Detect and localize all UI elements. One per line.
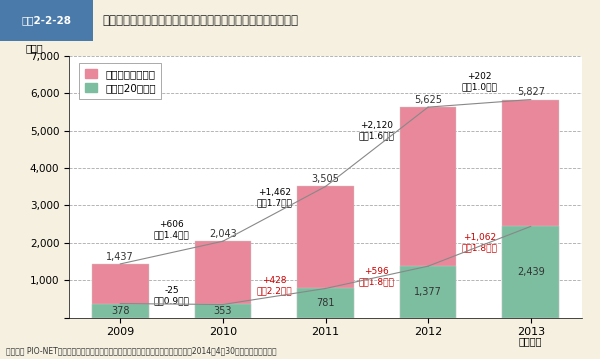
Text: +1,462
（約1.7倍）: +1,462 （約1.7倍） bbox=[256, 188, 292, 208]
Text: 3,505: 3,505 bbox=[311, 174, 340, 184]
Text: +606
（約1.4倍）: +606 （約1.4倍） bbox=[154, 220, 190, 239]
Text: （年度）: （年度） bbox=[519, 336, 542, 346]
Text: 781: 781 bbox=[316, 298, 335, 308]
Text: +202
（約1.0倍）: +202 （約1.0倍） bbox=[461, 72, 497, 92]
Text: 1,377: 1,377 bbox=[414, 287, 442, 297]
Bar bbox=[400, 266, 457, 318]
Text: 2,439: 2,439 bbox=[517, 267, 545, 277]
Text: +596
（約1.8倍）: +596 （約1.8倍） bbox=[359, 267, 395, 286]
Text: 2,043: 2,043 bbox=[209, 229, 237, 239]
Bar bbox=[297, 186, 354, 318]
Bar bbox=[194, 241, 251, 318]
Text: 5,625: 5,625 bbox=[414, 95, 442, 105]
Text: （備考） PIO-NETに登録された「オンラインゲーム」に関する消費生活相談情報（2014年4月30日までの登録分）。: （備考） PIO-NETに登録された「オンラインゲーム」に関する消費生活相談情報… bbox=[6, 346, 277, 355]
Text: 5,827: 5,827 bbox=[517, 87, 545, 97]
Bar bbox=[297, 289, 354, 318]
Text: 未成年者のオンラインゲームに関するトラブルが急増している: 未成年者のオンラインゲームに関するトラブルが急増している bbox=[102, 14, 298, 27]
Bar bbox=[0, 0, 93, 41]
Bar bbox=[92, 264, 149, 318]
Text: +428
（約2.2倍）: +428 （約2.2倍） bbox=[256, 276, 292, 295]
Bar bbox=[400, 107, 457, 318]
Bar bbox=[92, 304, 149, 318]
Text: 図表2-2-28: 図表2-2-28 bbox=[22, 16, 71, 25]
Text: 378: 378 bbox=[111, 306, 130, 316]
Legend: オンラインゲーム, うち、20歳未満: オンラインゲーム, うち、20歳未満 bbox=[79, 64, 161, 98]
Text: +1,062
（約1.8倍）: +1,062 （約1.8倍） bbox=[461, 233, 497, 252]
Text: 1,437: 1,437 bbox=[106, 252, 134, 262]
Text: （件）: （件） bbox=[25, 43, 43, 53]
Text: +2,120
（約1.6倍）: +2,120 （約1.6倍） bbox=[359, 121, 395, 140]
Text: -25
（約0.9倍）: -25 （約0.9倍） bbox=[154, 285, 190, 305]
Text: 353: 353 bbox=[214, 306, 232, 316]
Bar bbox=[502, 99, 559, 318]
Bar bbox=[502, 227, 559, 318]
Bar bbox=[194, 304, 251, 318]
